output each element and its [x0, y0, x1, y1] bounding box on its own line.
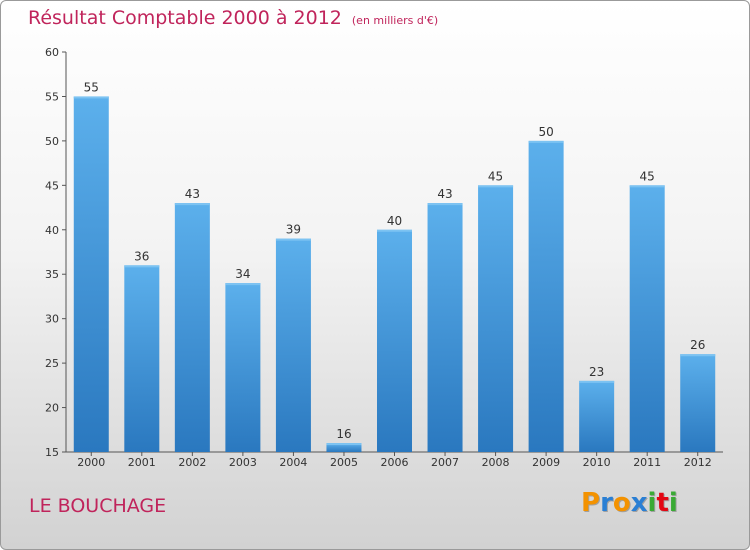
bar-top-highlight	[478, 185, 513, 187]
x-tick-label: 2012	[684, 456, 712, 469]
bar	[630, 185, 665, 452]
y-tick-label: 50	[45, 135, 59, 148]
x-tick-label: 2009	[532, 456, 560, 469]
bar	[428, 203, 463, 452]
x-tick-label: 2005	[330, 456, 358, 469]
y-tick-label: 25	[45, 357, 59, 370]
x-tick-label: 2010	[583, 456, 611, 469]
bar-top-highlight	[428, 203, 463, 205]
bar-top-highlight	[276, 239, 311, 241]
bar	[579, 381, 614, 452]
bar	[175, 203, 210, 452]
bar	[529, 141, 564, 452]
data-label: 55	[84, 80, 99, 94]
logo-letter: t	[656, 488, 668, 518]
x-tick-label: 2006	[381, 456, 409, 469]
data-label: 26	[690, 338, 705, 352]
bar-top-highlight	[225, 283, 260, 285]
bar	[478, 185, 513, 452]
y-tick-label: 55	[45, 90, 59, 103]
commune-name: LE BOUCHAGE	[29, 495, 166, 517]
bar-top-highlight	[529, 141, 564, 143]
proxiti-logo: Proxiti	[581, 488, 678, 518]
y-tick-label: 45	[45, 179, 59, 192]
bar-chart: 15 20 25 30 35 40 45 50 55 60 55 2000 36 2001 43 2002 34…	[1, 1, 750, 550]
data-label: 43	[437, 187, 452, 201]
chart-frame: Résultat Comptable 2000 à 2012 (en millie…	[0, 0, 750, 550]
data-label: 16	[336, 427, 351, 441]
bar	[276, 239, 311, 452]
data-label: 23	[589, 365, 604, 379]
data-label: 50	[538, 125, 553, 139]
logo-letter: r	[600, 488, 613, 518]
logo-letter: o	[613, 488, 631, 518]
bar-top-highlight	[74, 96, 109, 98]
logo-letter: i	[669, 488, 678, 518]
x-tick-label: 2002	[178, 456, 206, 469]
bar-top-highlight	[377, 230, 412, 232]
bar-top-highlight	[630, 185, 665, 187]
bar-top-highlight	[579, 381, 614, 383]
data-label: 34	[235, 267, 250, 281]
bar	[225, 283, 260, 452]
bar-top-highlight	[680, 354, 715, 356]
x-tick-label: 2007	[431, 456, 459, 469]
data-label: 43	[185, 187, 200, 201]
x-tick-label: 2011	[633, 456, 661, 469]
bar-top-highlight	[175, 203, 210, 205]
y-tick-label: 40	[45, 224, 59, 237]
y-tick-label: 20	[45, 402, 59, 415]
y-tick-label: 15	[45, 446, 59, 459]
y-tick-label: 30	[45, 313, 59, 326]
logo-letter: x	[631, 488, 648, 518]
y-tick-label: 35	[45, 268, 59, 281]
data-label: 36	[134, 249, 149, 263]
data-label: 45	[488, 169, 503, 183]
x-tick-label: 2004	[279, 456, 307, 469]
bar	[124, 265, 159, 452]
x-tick-label: 2000	[77, 456, 105, 469]
bar	[377, 230, 412, 452]
bar-top-highlight	[326, 443, 361, 445]
x-tick-label: 2008	[482, 456, 510, 469]
bar-top-highlight	[124, 265, 159, 267]
data-label: 39	[286, 223, 301, 237]
data-label: 40	[387, 214, 402, 228]
bar	[74, 96, 109, 452]
bar	[680, 354, 715, 452]
x-tick-label: 2003	[229, 456, 257, 469]
data-label: 45	[640, 169, 655, 183]
logo-letter: P	[581, 488, 600, 518]
x-tick-label: 2001	[128, 456, 156, 469]
y-tick-label: 60	[45, 46, 59, 59]
